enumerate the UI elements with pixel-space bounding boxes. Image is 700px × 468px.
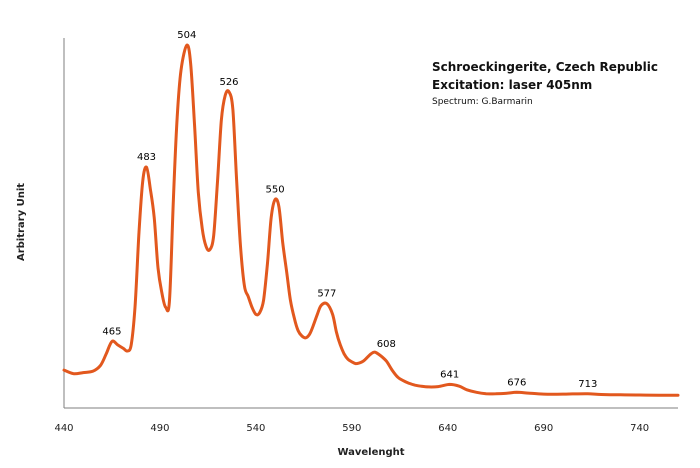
x-tick-label: 740 (630, 423, 649, 434)
x-tick-label: 690 (534, 423, 553, 434)
x-tick-label: 590 (342, 423, 361, 434)
x-tick-labels: 440 490 540 590 640 690 740 (54, 423, 649, 434)
chart-annotation-title: Schroeckingerite, Czech Republic (432, 60, 658, 74)
peak-label: 676 (507, 377, 526, 388)
peak-label: 550 (266, 185, 285, 196)
x-axis-label: Wavelenght (337, 447, 404, 458)
peak-labels: 465 483 504 526 550 577 608 641 676 713 (102, 30, 597, 390)
chart-annotation-excitation: Excitation: laser 405nm (432, 78, 592, 92)
peak-label: 483 (137, 152, 156, 163)
peak-label: 526 (219, 77, 238, 88)
peak-label: 608 (377, 339, 396, 350)
peak-label: 577 (317, 289, 336, 300)
y-axis-label: Arbitrary Unit (16, 183, 27, 261)
peak-label: 713 (578, 379, 597, 390)
x-tick-label: 440 (54, 423, 73, 434)
peak-label: 641 (440, 369, 459, 380)
series-line (62, 43, 680, 397)
x-tick-label: 540 (246, 423, 265, 434)
x-tick-label: 490 (150, 423, 169, 434)
x-tick-label: 640 (438, 423, 457, 434)
peak-label: 504 (177, 30, 196, 41)
peak-label: 465 (102, 326, 121, 337)
chart-annotation-credit: Spectrum: G.Barmarin (432, 97, 533, 107)
